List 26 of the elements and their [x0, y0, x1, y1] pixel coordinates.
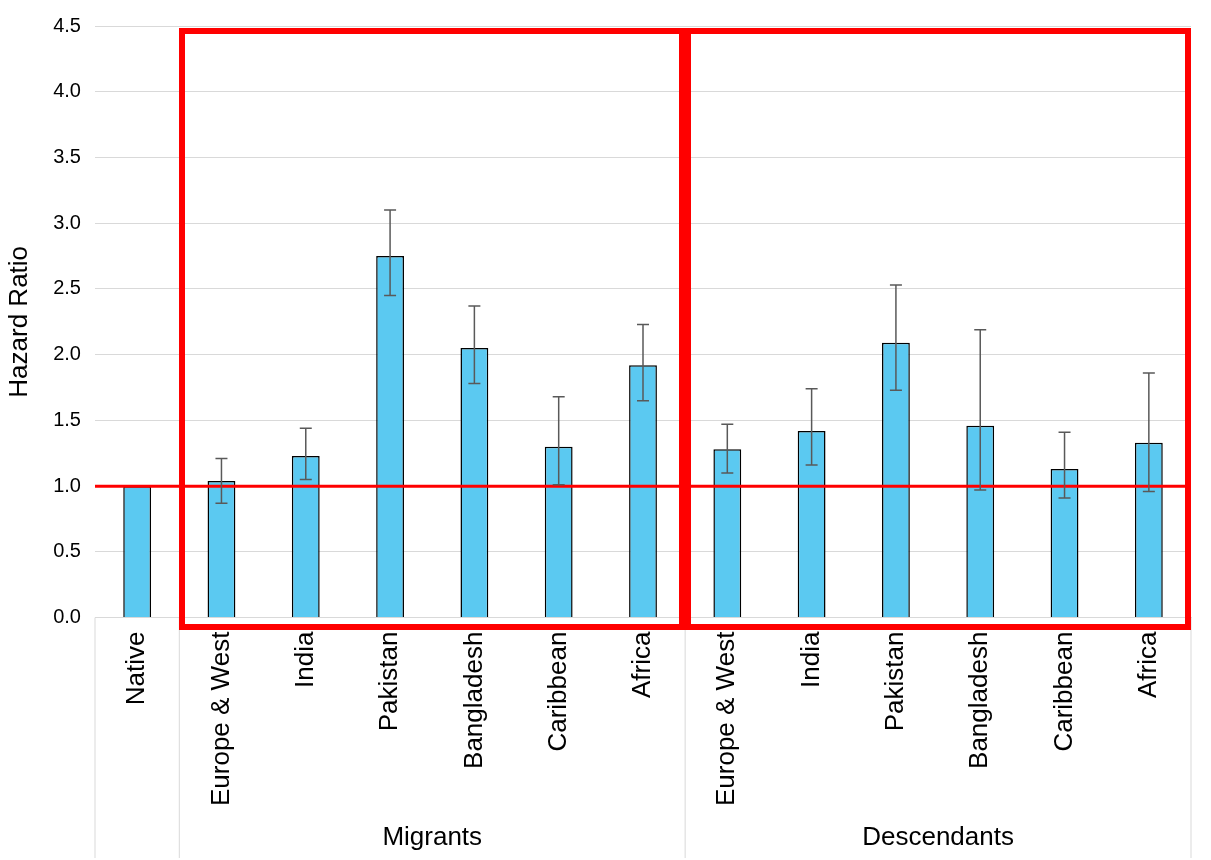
x-tick-label: Bangladesh [963, 631, 994, 769]
x-tick-label: Europe & West [204, 630, 235, 807]
y-tick-label: 0.5 [53, 539, 81, 562]
x-tick-label: Pakistan [879, 631, 910, 732]
x-tick-label: India [288, 631, 319, 689]
y-tick-label: 2.0 [53, 342, 81, 365]
y-tick-label: 3.5 [53, 144, 81, 167]
y-tick-label: 2.5 [53, 276, 81, 299]
x-tick-label: Caribbean [1047, 631, 1078, 752]
y-tick-label: 1.0 [53, 473, 81, 496]
y-tick-label: 4.5 [53, 13, 81, 36]
x-tick-label: Africa [1132, 631, 1163, 699]
x-tick-label: India [794, 631, 825, 689]
y-axis-title: Hazard Ratio [2, 245, 33, 398]
x-tick-label: Europe & West [710, 630, 741, 807]
x-tick-label: Pakistan [373, 631, 404, 732]
text: Migrants [382, 821, 483, 852]
y-tick-label: 4.0 [53, 79, 81, 102]
x-tick-label: Caribbean [541, 631, 572, 752]
x-tick-label: Africa [626, 631, 657, 699]
y-tick-label: 3.0 [53, 210, 81, 233]
y-tick-label: 0.0 [53, 605, 81, 628]
x-tick-label: Bangladesh [457, 631, 488, 769]
y-tick-label: 1.5 [53, 407, 81, 430]
text: Descendants [862, 821, 1014, 852]
x-tick-label: Native [120, 631, 151, 706]
